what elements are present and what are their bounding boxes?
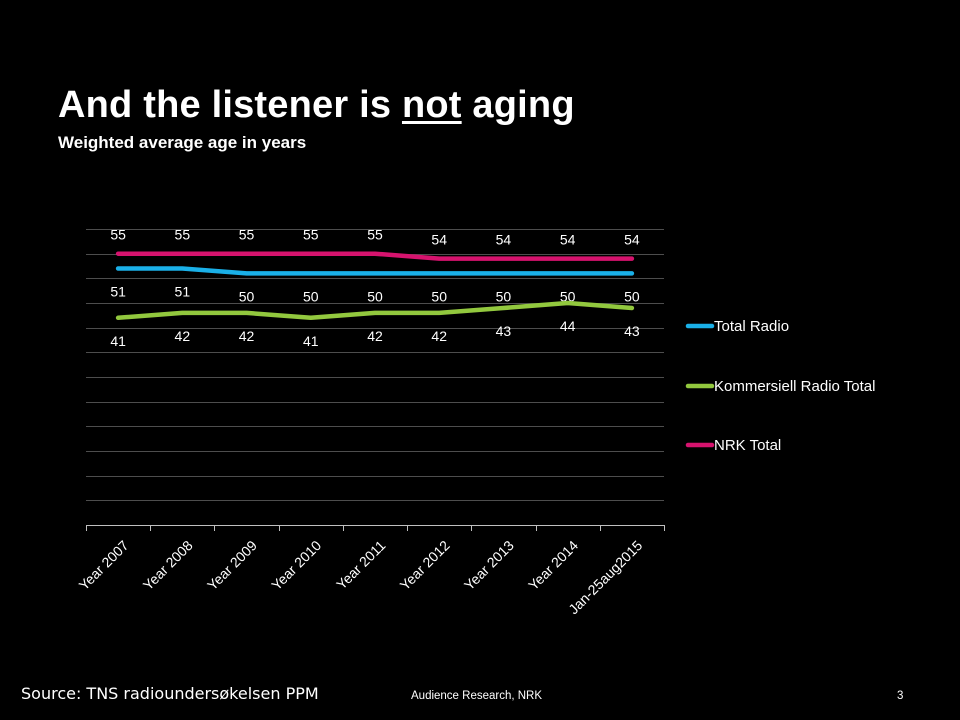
data-label: 55 [175, 227, 191, 243]
data-label: 54 [431, 232, 447, 248]
data-label: 43 [624, 323, 640, 339]
slide-subtitle: Weighted average age in years [58, 133, 307, 152]
series-line-nrk-total [115, 251, 635, 261]
x-tick-label: Year 2013 [461, 537, 517, 593]
data-label: 44 [560, 318, 576, 334]
data-label: 54 [624, 232, 640, 248]
footer-text: Audience Research, NRK [411, 690, 543, 702]
data-label: 50 [239, 288, 255, 304]
data-label: 51 [175, 284, 191, 300]
x-tick-label: Year 2007 [75, 537, 131, 593]
data-label: 41 [110, 333, 126, 349]
x-tick-label: Year 2014 [525, 537, 581, 593]
data-label: 54 [560, 232, 576, 248]
x-tick-label: Year 2008 [140, 537, 196, 593]
data-label: 50 [560, 288, 576, 304]
x-tick-label: Year 2011 [333, 537, 389, 593]
source-note: Source: TNS radioundersøkelsen PPM [21, 684, 319, 703]
data-label: 42 [431, 328, 447, 344]
data-label: 50 [496, 288, 512, 304]
series-line-total-radio [115, 266, 635, 276]
data-label: 55 [110, 227, 126, 243]
legend-label: Kommersiell Radio Total [714, 378, 875, 395]
legend-label: Total Radio [714, 318, 789, 335]
data-label: 50 [431, 288, 447, 304]
legend-label: NRK Total [714, 437, 781, 454]
data-label: 51 [110, 284, 126, 300]
data-label: 42 [367, 328, 383, 344]
title-emphasis: not [401, 84, 462, 126]
data-label: 50 [367, 288, 383, 304]
x-tick-label: Year 2009 [204, 537, 260, 593]
x-tick-label: Year 2012 [397, 537, 453, 593]
data-label: 55 [367, 227, 383, 243]
data-label: 55 [303, 227, 319, 243]
data-label: 43 [496, 323, 512, 339]
title-text-end: aging [461, 84, 575, 126]
data-label: 41 [303, 333, 319, 349]
data-label: 42 [175, 328, 191, 344]
data-label: 55 [239, 227, 255, 243]
title-text-start: And the listener is [58, 84, 402, 126]
data-label: 50 [303, 288, 319, 304]
slide-title: And the listener is not aging [58, 84, 575, 127]
data-label: 54 [496, 232, 512, 248]
data-label: 50 [624, 288, 640, 304]
x-tick-label: Year 2010 [268, 537, 324, 593]
data-label: 42 [239, 328, 255, 344]
series-line-kommersiell-radio-total [115, 300, 635, 321]
page-number: 3 [897, 690, 904, 702]
